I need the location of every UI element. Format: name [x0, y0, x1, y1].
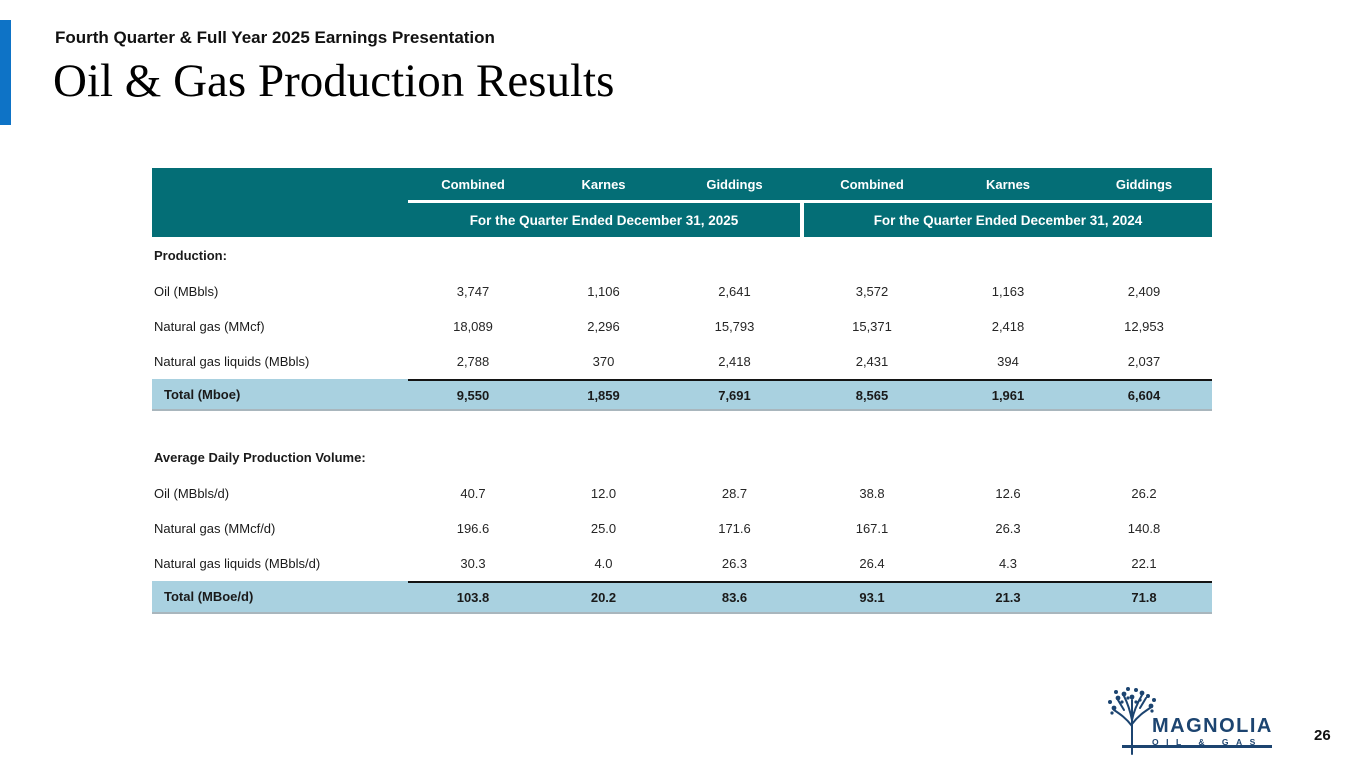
cell-value: 2,409	[1127, 284, 1161, 299]
total-value: 21.3	[940, 581, 1076, 612]
period-divider	[800, 203, 804, 237]
row-label: Natural gas (MMcf)	[154, 319, 265, 334]
header-divider	[800, 168, 804, 200]
cell-value: 26.3	[995, 521, 1021, 536]
cell-value: 2,037	[1127, 354, 1161, 369]
row-label: Oil (MBbls)	[154, 284, 219, 299]
table-row: Oil (MBbls) 3,747 1,106 2,641 3,572 1,16…	[152, 274, 1212, 309]
cell-value: 26.4	[859, 556, 885, 571]
cell-value: 4.3	[998, 556, 1018, 571]
cell-value: 2,641	[718, 284, 751, 299]
table-row: Natural gas liquids (MBbls/d) 30.3 4.0 2…	[152, 546, 1212, 581]
total-label: Total (Mboe)	[164, 386, 241, 402]
table-row: Natural gas liquids (MBbls) 2,788 370 2,…	[152, 344, 1212, 379]
cell-value: 4.0	[594, 556, 613, 571]
cell-value: 2,431	[855, 354, 889, 369]
section-header-production: Production:	[152, 237, 1212, 274]
magnolia-tree-icon	[1108, 687, 1156, 755]
cell-value: 15,793	[714, 319, 755, 334]
company-logo: MAGNOLIA OIL & GAS	[1106, 686, 1276, 756]
cell-value: 171.6	[718, 521, 751, 536]
cell-value: 25.0	[590, 521, 617, 536]
cell-value: 30.3	[460, 556, 486, 571]
page-number: 26	[1314, 727, 1331, 744]
cell-value: 167.1	[855, 521, 889, 536]
col-header-giddings-2024: Giddings	[1076, 168, 1212, 200]
logo-text: MAGNOLIA OIL & GAS	[1152, 716, 1273, 747]
cell-value: 3,747	[456, 284, 490, 299]
cell-value: 1,163	[991, 284, 1025, 299]
cell-value: 26.2	[1131, 486, 1157, 501]
period-header-2025: For the Quarter Ended December 31, 2025	[408, 203, 800, 237]
col-header-giddings-2025: Giddings	[669, 168, 800, 200]
cell-value: 28.7	[721, 486, 748, 501]
cell-value: 370	[592, 354, 615, 369]
cell-value: 2,296	[587, 319, 620, 334]
total-row-production: Total (Mboe) 9,550 1,859 7,691 8,565 1,9…	[152, 379, 1212, 411]
total-value: 71.8	[1076, 581, 1212, 612]
cell-value: 15,371	[852, 319, 892, 334]
total-value: 8,565	[804, 379, 940, 409]
total-label: Total (MBoe/d)	[164, 589, 254, 604]
cell-value: 18,089	[453, 319, 493, 334]
total-value: 83.6	[669, 581, 800, 612]
period-header-2024: For the Quarter Ended December 31, 2024	[804, 203, 1212, 237]
table-row: Natural gas (MMcf) 18,089 2,296 15,793 1…	[152, 309, 1212, 344]
page-title: Oil & Gas Production Results	[53, 55, 615, 107]
logo-subtitle: OIL & GAS	[1152, 737, 1263, 747]
total-value: 1,961	[940, 379, 1076, 409]
row-label: Oil (MBbls/d)	[154, 486, 230, 501]
underline-label-segment	[152, 200, 408, 203]
cell-value: 1,106	[587, 284, 620, 299]
section-header-avg-daily: Average Daily Production Volume:	[152, 439, 1212, 476]
total-value: 7,691	[669, 379, 800, 409]
production-table: Combined Karnes Giddings Combined Karnes…	[152, 168, 1212, 614]
underline-data-segment	[408, 200, 1212, 203]
header-underline	[152, 200, 1212, 203]
col-header-karnes-2024: Karnes	[940, 168, 1076, 200]
cell-value: 2,418	[718, 354, 751, 369]
row-label: Natural gas liquids (MBbls/d)	[154, 556, 321, 571]
section-label: Average Daily Production Volume:	[154, 450, 366, 465]
cell-value: 2,418	[991, 319, 1025, 334]
cell-value: 12.6	[995, 486, 1021, 501]
logo-company-name: MAGNOLIA	[1152, 715, 1273, 737]
header-label-cell	[152, 168, 408, 200]
cell-value: 12,953	[1124, 319, 1164, 334]
period-header-row: For the Quarter Ended December 31, 2025 …	[152, 203, 1212, 237]
cell-value: 196.6	[456, 521, 490, 536]
cell-value: 38.8	[859, 486, 885, 501]
total-value: 93.1	[804, 581, 940, 612]
period-label-cell	[152, 203, 408, 237]
total-value: 1,859	[538, 379, 669, 409]
table-header-row: Combined Karnes Giddings Combined Karnes…	[152, 168, 1212, 200]
total-value: 9,550	[408, 379, 538, 409]
total-value: 6,604	[1076, 379, 1212, 409]
col-header-combined-2025: Combined	[408, 168, 538, 200]
section-label: Production:	[154, 248, 227, 263]
cell-value: 140.8	[1127, 521, 1161, 536]
cell-value: 3,572	[855, 284, 889, 299]
cell-value: 2,788	[456, 354, 490, 369]
total-value: 103.8	[408, 581, 538, 612]
row-label: Natural gas liquids (MBbls)	[154, 354, 310, 369]
cell-value: 22.1	[1131, 556, 1157, 571]
accent-bar	[0, 20, 11, 125]
logo-underline	[1122, 745, 1272, 748]
section-spacer	[152, 411, 1212, 439]
cell-value: 12.0	[590, 486, 617, 501]
cell-value: 40.7	[460, 486, 486, 501]
table-row: Oil (MBbls/d) 40.7 12.0 28.7 38.8 12.6 2…	[152, 476, 1212, 511]
row-label: Natural gas (MMcf/d)	[154, 521, 276, 536]
total-value: 20.2	[538, 581, 669, 612]
cell-value: 394	[997, 354, 1019, 369]
col-header-combined-2024: Combined	[804, 168, 940, 200]
presentation-subtitle: Fourth Quarter & Full Year 2025 Earnings…	[55, 28, 495, 47]
table-row: Natural gas (MMcf/d) 196.6 25.0 171.6 16…	[152, 511, 1212, 546]
cell-value: 26.3	[721, 556, 748, 571]
total-row-avg-daily: Total (MBoe/d) 103.8 20.2 83.6 93.1 21.3…	[152, 581, 1212, 614]
col-header-karnes-2025: Karnes	[538, 168, 669, 200]
